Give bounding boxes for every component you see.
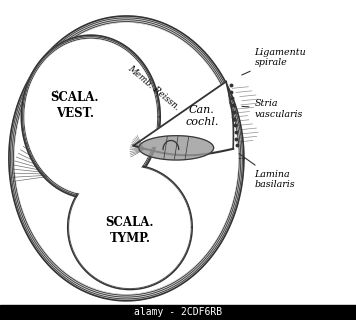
Text: Stria
vascularis: Stria vascularis xyxy=(242,99,303,118)
Polygon shape xyxy=(70,167,190,287)
Polygon shape xyxy=(21,35,160,198)
Text: VEST.: VEST. xyxy=(56,107,94,120)
Text: Memb. Reissn.: Memb. Reissn. xyxy=(125,64,181,112)
Polygon shape xyxy=(9,16,244,301)
Text: TYMP.: TYMP. xyxy=(109,232,151,245)
Polygon shape xyxy=(15,23,238,293)
Text: SCALA.: SCALA. xyxy=(106,216,154,229)
Polygon shape xyxy=(25,40,156,194)
Text: cochl.: cochl. xyxy=(185,117,219,127)
Polygon shape xyxy=(68,165,192,290)
Polygon shape xyxy=(139,136,214,160)
Text: Ligamentu
spirаle: Ligamentu spirаle xyxy=(242,48,306,75)
Text: Lamina
basilaris: Lamina basilaris xyxy=(239,154,295,189)
Text: alamy - 2CDF6RB: alamy - 2CDF6RB xyxy=(134,307,222,317)
Bar xyxy=(0,305,356,320)
Polygon shape xyxy=(134,82,233,149)
Text: Can.: Can. xyxy=(189,105,215,116)
Text: ŚCALA.: ŚCALA. xyxy=(51,91,99,104)
